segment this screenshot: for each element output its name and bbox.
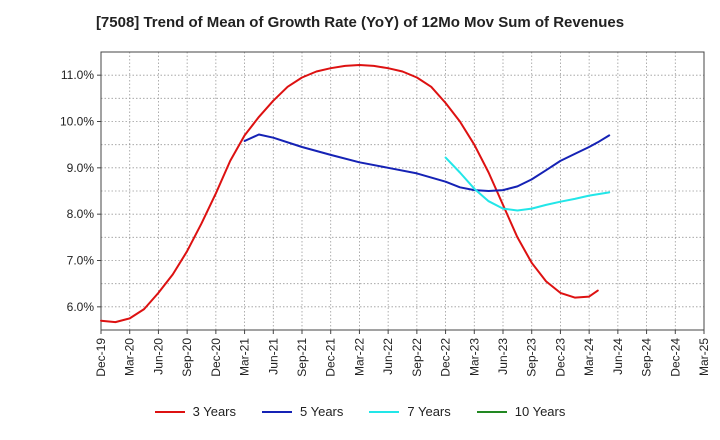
legend-label: 10 Years <box>514 404 566 419</box>
legend-item-7-years: 7 Years <box>369 404 451 419</box>
x-tick-label: Mar-20 <box>123 338 137 376</box>
y-tick-label: 11.0% <box>61 68 94 82</box>
x-tick-label: Jun-21 <box>266 338 280 375</box>
x-tick-label: Dec-20 <box>209 338 223 377</box>
x-tick-label: Dec-24 <box>668 338 682 377</box>
x-tick-label: Sep-22 <box>410 338 424 377</box>
chart-legend: 3 Years 5 Years 7 Years 10 Years <box>0 404 720 419</box>
x-tick-label: Mar-21 <box>238 338 252 376</box>
series-line-7-years <box>444 156 611 212</box>
x-tick-label: Dec-22 <box>439 338 453 377</box>
plot-frame <box>100 51 705 331</box>
x-tick-label: Sep-24 <box>640 338 654 377</box>
x-tick-label: Mar-22 <box>352 338 366 376</box>
y-tick-label: 10.0% <box>60 115 94 129</box>
x-tick-label: Dec-21 <box>324 338 338 377</box>
x-tick-label: Mar-23 <box>467 338 481 376</box>
y-tick-label: 7.0% <box>67 254 95 268</box>
series-line-3-years <box>100 64 599 324</box>
x-tick-label: Dec-23 <box>553 338 567 377</box>
legend-swatch <box>154 410 185 413</box>
y-tick-label: 6.0% <box>67 300 95 314</box>
legend-swatch <box>369 410 400 413</box>
legend-label: 7 Years <box>407 404 451 419</box>
legend-label: 5 Years <box>300 404 344 419</box>
y-tick-label: 9.0% <box>67 161 95 175</box>
x-tick-label: Sep-20 <box>180 338 194 377</box>
legend-item-5-years: 5 Years <box>262 404 343 419</box>
legend-item-3-years: 3 Years <box>154 404 236 419</box>
chart-title: [7508] Trend of Mean of Growth Rate (YoY… <box>95 14 625 31</box>
legend-swatch <box>476 410 507 413</box>
x-tick-label: Mar-25 <box>697 338 711 376</box>
x-tick-label: Dec-19 <box>94 338 108 377</box>
x-tick-label: Jun-24 <box>611 338 625 375</box>
x-tick-label: Sep-21 <box>295 338 309 377</box>
legend-label: 3 Years <box>192 404 236 419</box>
x-tick-label: Jun-23 <box>496 338 510 375</box>
legend-swatch <box>262 410 292 413</box>
x-tick-label: Sep-23 <box>525 338 539 377</box>
x-tick-label: Mar-24 <box>582 338 596 376</box>
x-tick-label: Jun-22 <box>381 338 395 375</box>
series-line-5-years <box>243 133 611 192</box>
y-tick-label: 8.0% <box>67 207 95 221</box>
legend-item-10-years: 10 Years <box>476 404 566 419</box>
x-tick-label: Jun-20 <box>151 338 165 375</box>
